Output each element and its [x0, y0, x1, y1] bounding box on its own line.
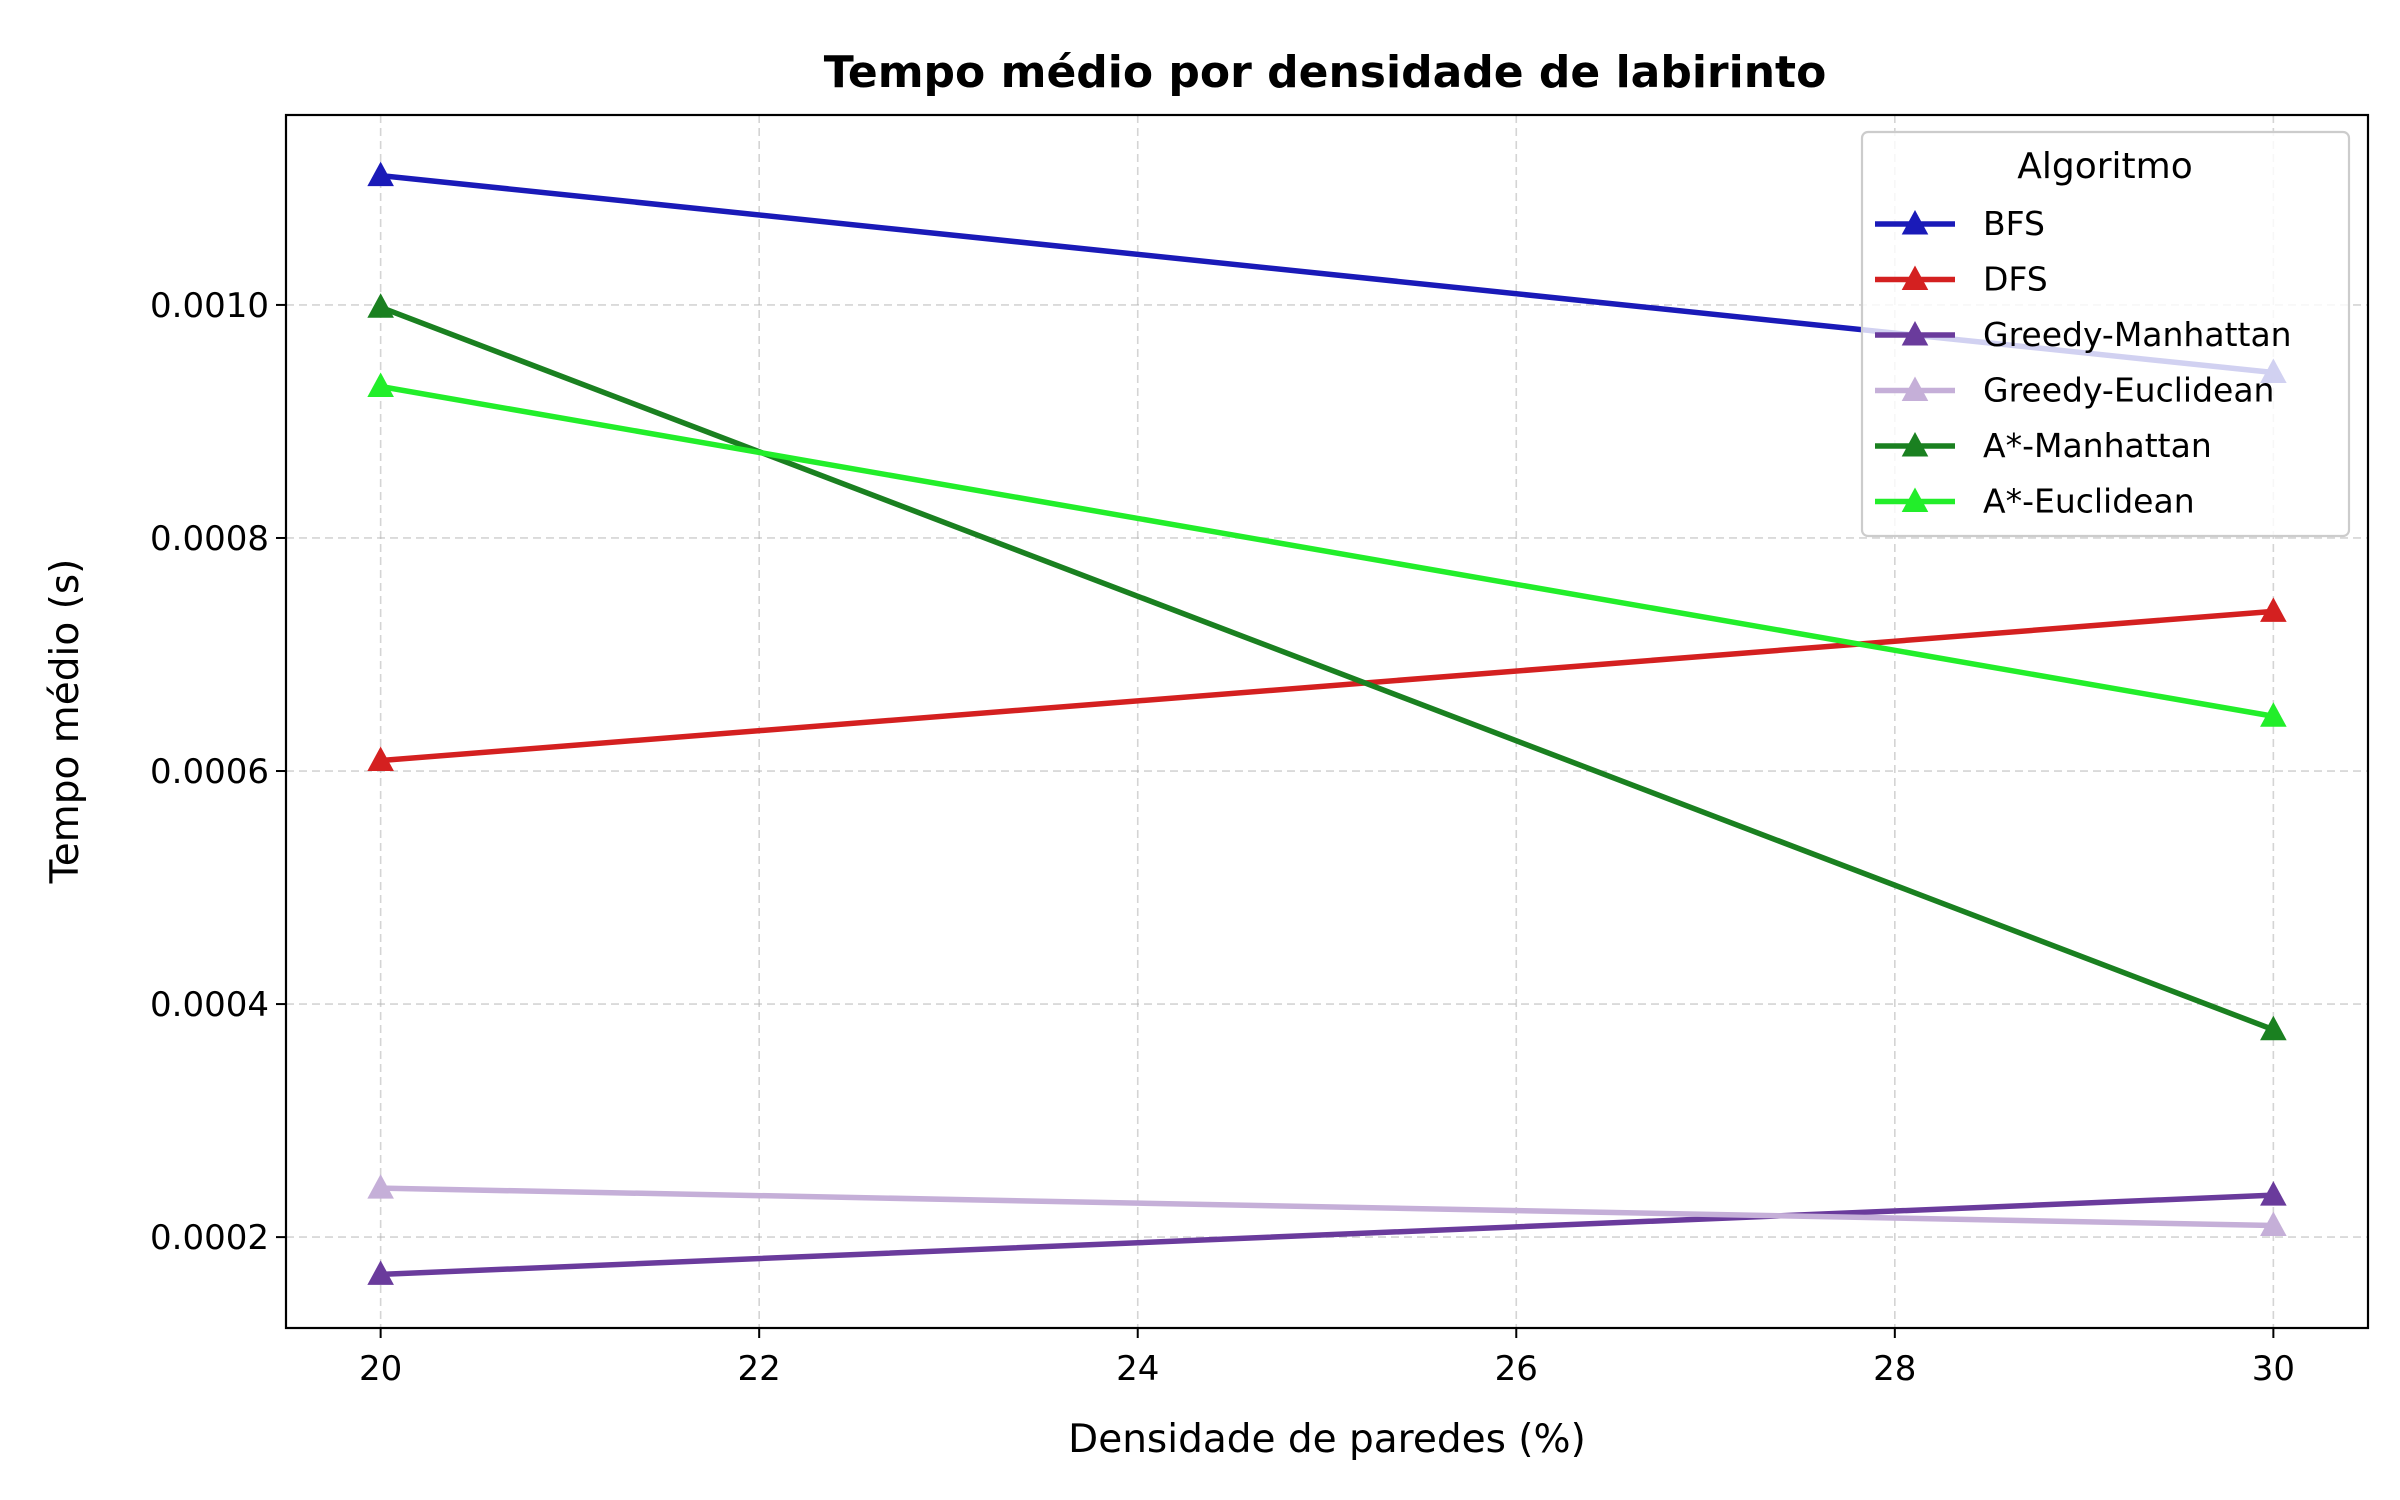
chart-title: Tempo médio por densidade de labirinto [824, 47, 1827, 98]
series-point-5-1 [2260, 702, 2287, 727]
legend-title: Algoritmo [2017, 146, 2193, 187]
legend-box [1860, 130, 2351, 538]
x-axis-label: Densidade de paredes (%) [1068, 1417, 1586, 1462]
series-point-5-0 [367, 372, 394, 397]
series-point-4-0 [367, 293, 394, 318]
x-tick-label: 26 [1495, 1349, 1538, 1389]
y-tick-label: 0.0006 [150, 752, 269, 792]
x-tick-label: 22 [738, 1349, 781, 1389]
series-point-0-0 [367, 161, 394, 187]
series-line-5 [377, 383, 2277, 720]
y-tick-label: 0.0004 [150, 985, 269, 1025]
y-tick-label: 0.0002 [150, 1218, 269, 1258]
series-point-4-1 [2260, 1015, 2287, 1041]
series-point-3-0 [367, 1174, 394, 1199]
legend-marker-1 [1901, 265, 1929, 290]
legend-marker-5 [1901, 487, 1929, 512]
y-axis-label: Tempo médio (s) [43, 559, 88, 885]
legend-marker-0 [1901, 210, 1929, 235]
legend: Algoritmo BFS DFS Greedy-Manhattan Greedy-E… [1860, 130, 2351, 538]
series-line-3 [377, 1185, 2277, 1229]
series-line-1 [377, 608, 2277, 764]
legend-label-5: A*-Euclidean [1983, 482, 2195, 521]
legend-label-3: Greedy-Euclidean [1983, 371, 2274, 410]
legend-marker-2 [1901, 321, 1929, 346]
series-line-4 [377, 304, 2277, 1033]
legend-label-2: Greedy-Manhattan [1983, 315, 2292, 354]
x-tick-label: 30 [2252, 1349, 2295, 1389]
legend-label-4: A*-Manhattan [1983, 426, 2212, 465]
legend-label-1: DFS [1983, 260, 2048, 299]
series-point-3-1 [2260, 1211, 2287, 1236]
axis-ticks: 20 22 24 26 28 30 0.0002 0.0004 0.0006 0.0008 0.00… [150, 286, 2295, 1389]
legend-marker-3 [1901, 376, 1929, 401]
x-tick-label: 24 [1116, 1349, 1159, 1389]
legend-label-0: BFS [1983, 204, 2045, 243]
series-point-1-1 [2260, 597, 2287, 622]
series-point-1-0 [367, 746, 394, 772]
series-line-2 [377, 1192, 2277, 1278]
series-point-2-0 [367, 1260, 394, 1285]
x-tick-label: 28 [1873, 1349, 1916, 1389]
legend-marker-4 [1901, 432, 1929, 457]
series-point-2-1 [2260, 1181, 2287, 1206]
plot-frame [284, 113, 2370, 1330]
y-tick-label: 0.0010 [150, 286, 269, 326]
x-tick-label: 20 [359, 1349, 402, 1389]
y-tick-label: 0.0008 [150, 519, 269, 559]
